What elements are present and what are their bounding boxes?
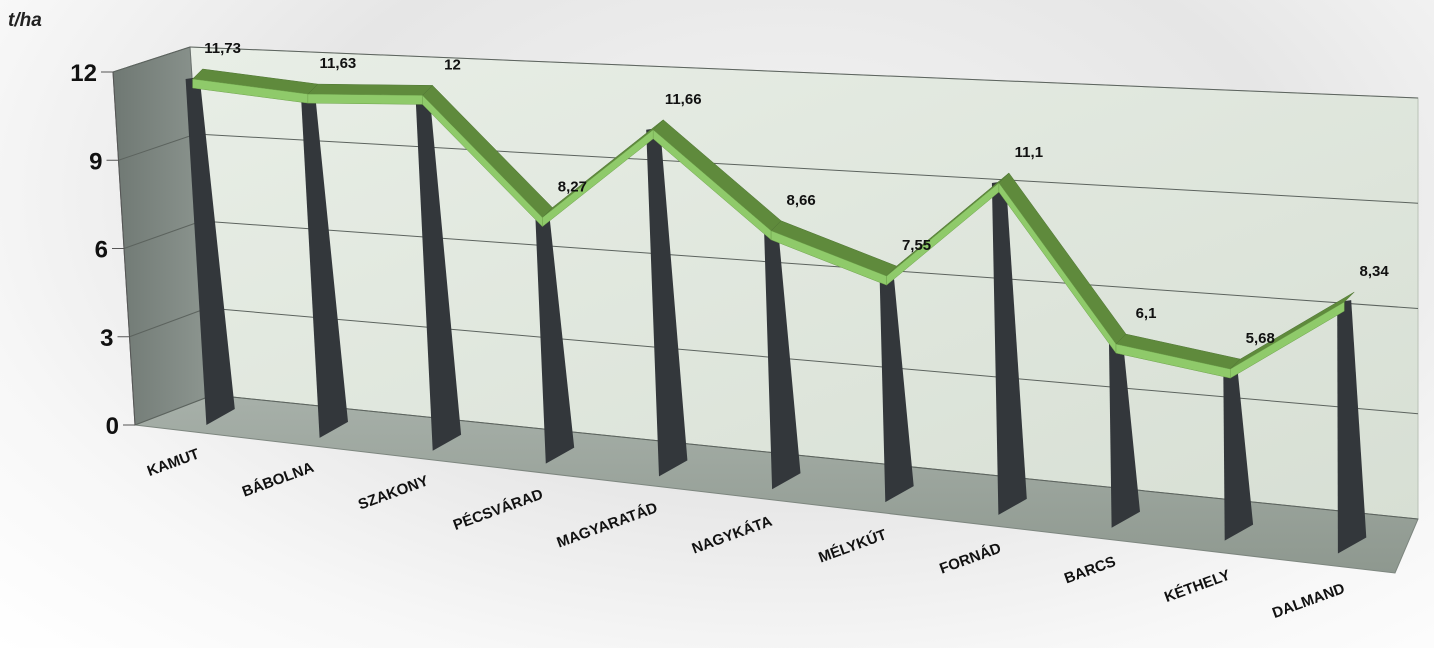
y-tick-label: 12: [70, 60, 97, 87]
gridline-back: [201, 220, 1419, 309]
data-label: 12: [444, 56, 461, 73]
y-axis-unit-label: t/ha: [8, 10, 42, 31]
data-label: 8,66: [786, 192, 815, 209]
x-category-label: PÉCSVÁRAD: [451, 486, 545, 534]
gridline-side: [118, 133, 196, 161]
y-tick-label: 6: [95, 237, 108, 264]
drop-line: [535, 215, 575, 464]
gridline-back: [212, 394, 1419, 520]
drop-line: [1109, 342, 1140, 528]
drop-line: [1223, 367, 1254, 541]
drop-line: [185, 77, 235, 425]
drop-line: [1337, 300, 1367, 554]
y-axis-line: [112, 71, 136, 426]
y-tick-label: 9: [89, 148, 102, 175]
ribbon-top-face: [307, 83, 434, 96]
x-category-label: NAGYKÁTA: [690, 513, 775, 558]
gridline-side: [129, 307, 208, 338]
data-label: 11,1: [1015, 144, 1043, 161]
gridline-side: [134, 394, 214, 426]
x-category-label: MÉLYKÚT: [816, 525, 889, 566]
data-label: 8,34: [1360, 263, 1390, 280]
ribbon-segment: [307, 93, 423, 105]
data-label: 11,66: [665, 91, 702, 108]
gridline-back: [195, 133, 1419, 204]
ribbon-segment: [1230, 301, 1345, 379]
x-category-label: KÉTHELY: [1162, 567, 1232, 606]
x-category-label: FORNÁD: [937, 540, 1003, 578]
data-label: 6,1: [1136, 305, 1157, 322]
y-tick-label: 0: [106, 413, 119, 440]
x-category-label: BARCS: [1062, 553, 1118, 587]
data-label: 7,55: [902, 237, 931, 254]
drop-line: [646, 127, 688, 477]
data-label: 11,73: [204, 40, 241, 57]
gridline-back: [189, 46, 1419, 99]
x-category-label: SZAKONY: [356, 472, 431, 513]
x-category-label: DALMAND: [1270, 580, 1347, 622]
data-label: 8,27: [558, 179, 587, 196]
drop-line: [879, 274, 914, 503]
gridline-side: [123, 220, 202, 249]
drop-line: [764, 228, 801, 490]
drop-line: [300, 92, 348, 438]
drop-line: [415, 93, 462, 451]
x-category-label: MAGYARATÁD: [555, 499, 660, 551]
gridline-side: [112, 46, 191, 73]
data-label: 5,68: [1246, 330, 1275, 347]
y-tick-label: 3: [100, 325, 113, 352]
x-category-label: KAMUT: [145, 446, 202, 480]
data-label: 11,63: [320, 55, 357, 72]
x-category-label: BÁBOLNA: [240, 459, 316, 501]
drop-line: [991, 181, 1027, 515]
gridline-back: [207, 307, 1419, 415]
